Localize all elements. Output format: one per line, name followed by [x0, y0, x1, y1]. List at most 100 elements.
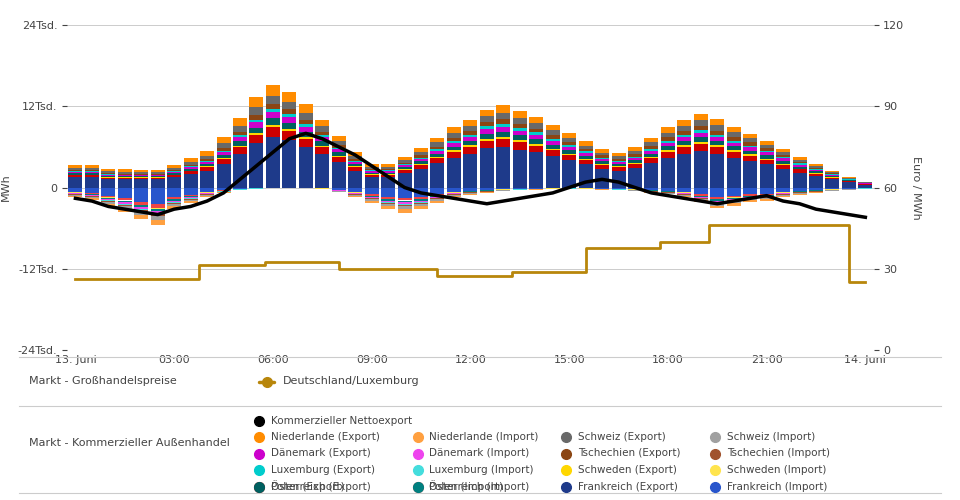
Bar [710, 146, 724, 147]
Bar [151, 178, 165, 180]
Bar [381, 197, 396, 199]
Bar [430, 158, 444, 163]
Bar [167, 200, 181, 202]
Bar [68, 196, 83, 197]
Bar [282, 114, 297, 117]
Bar [250, 120, 263, 122]
Bar [134, 172, 148, 174]
Bar [118, 188, 132, 198]
Bar [250, 128, 263, 133]
Bar [315, 120, 329, 126]
Bar [842, 182, 856, 188]
Bar [710, 206, 724, 208]
Bar [414, 164, 428, 165]
Bar [447, 146, 461, 150]
Bar [727, 202, 741, 203]
Bar [84, 196, 99, 198]
Bar [118, 204, 132, 205]
Bar [414, 156, 428, 158]
Bar [183, 171, 198, 174]
Bar [381, 204, 396, 206]
Bar [68, 175, 83, 176]
Bar [332, 150, 346, 152]
Bar [365, 174, 378, 176]
Bar [545, 150, 560, 156]
Bar [694, 198, 708, 199]
Bar [628, 154, 642, 156]
Bar [397, 205, 412, 206]
Bar [430, 138, 444, 142]
Bar [84, 178, 99, 188]
Bar [299, 132, 313, 137]
Bar [694, 138, 708, 142]
Bar [397, 204, 412, 205]
Bar [430, 163, 444, 188]
Bar [200, 170, 214, 188]
Bar [793, 157, 806, 160]
Bar [68, 164, 83, 168]
Bar [397, 172, 412, 188]
Bar [102, 188, 115, 196]
Bar [644, 154, 659, 157]
Bar [694, 197, 708, 198]
Bar [365, 197, 378, 198]
Bar [480, 122, 493, 126]
Bar [381, 167, 396, 169]
Bar [496, 126, 511, 132]
Bar [480, 134, 493, 138]
Bar [68, 193, 83, 194]
Bar [579, 152, 592, 153]
Bar [513, 136, 527, 140]
Bar [464, 147, 477, 154]
Bar [529, 146, 543, 152]
Bar [826, 175, 839, 176]
Bar [447, 138, 461, 141]
Bar [694, 199, 708, 200]
Bar [134, 202, 148, 204]
Bar [348, 196, 362, 197]
Bar [612, 159, 626, 161]
Bar [397, 200, 412, 201]
Bar [266, 85, 280, 96]
Bar [710, 147, 724, 154]
Bar [183, 162, 198, 164]
Bar [365, 167, 378, 169]
Bar [299, 139, 313, 147]
Bar [447, 143, 461, 146]
Bar [447, 133, 461, 138]
Bar [759, 152, 774, 156]
Bar [776, 154, 790, 157]
Bar [793, 168, 806, 170]
Bar [414, 202, 428, 203]
Bar [496, 124, 511, 126]
Bar [660, 140, 675, 142]
Bar [183, 170, 198, 171]
Bar [480, 148, 493, 188]
Bar [710, 188, 724, 197]
Bar [480, 129, 493, 134]
Bar [545, 138, 560, 140]
Bar [250, 97, 263, 108]
Bar [397, 170, 412, 172]
Bar [84, 168, 99, 170]
Bar [628, 156, 642, 158]
Bar [447, 158, 461, 188]
Bar [579, 156, 592, 158]
Bar [694, 144, 708, 151]
Bar [365, 201, 378, 203]
Bar [217, 144, 230, 148]
Bar [513, 142, 527, 150]
Bar [826, 174, 839, 175]
Text: Schweiz (Export): Schweiz (Export) [578, 432, 665, 442]
Bar [84, 176, 99, 178]
Bar [776, 148, 790, 152]
Bar [151, 204, 165, 208]
Bar [332, 157, 346, 162]
Bar [167, 170, 181, 172]
Bar [414, 200, 428, 202]
Bar [612, 152, 626, 156]
Bar [612, 170, 626, 188]
Bar [430, 149, 444, 151]
Bar [480, 126, 493, 129]
Bar [710, 141, 724, 146]
